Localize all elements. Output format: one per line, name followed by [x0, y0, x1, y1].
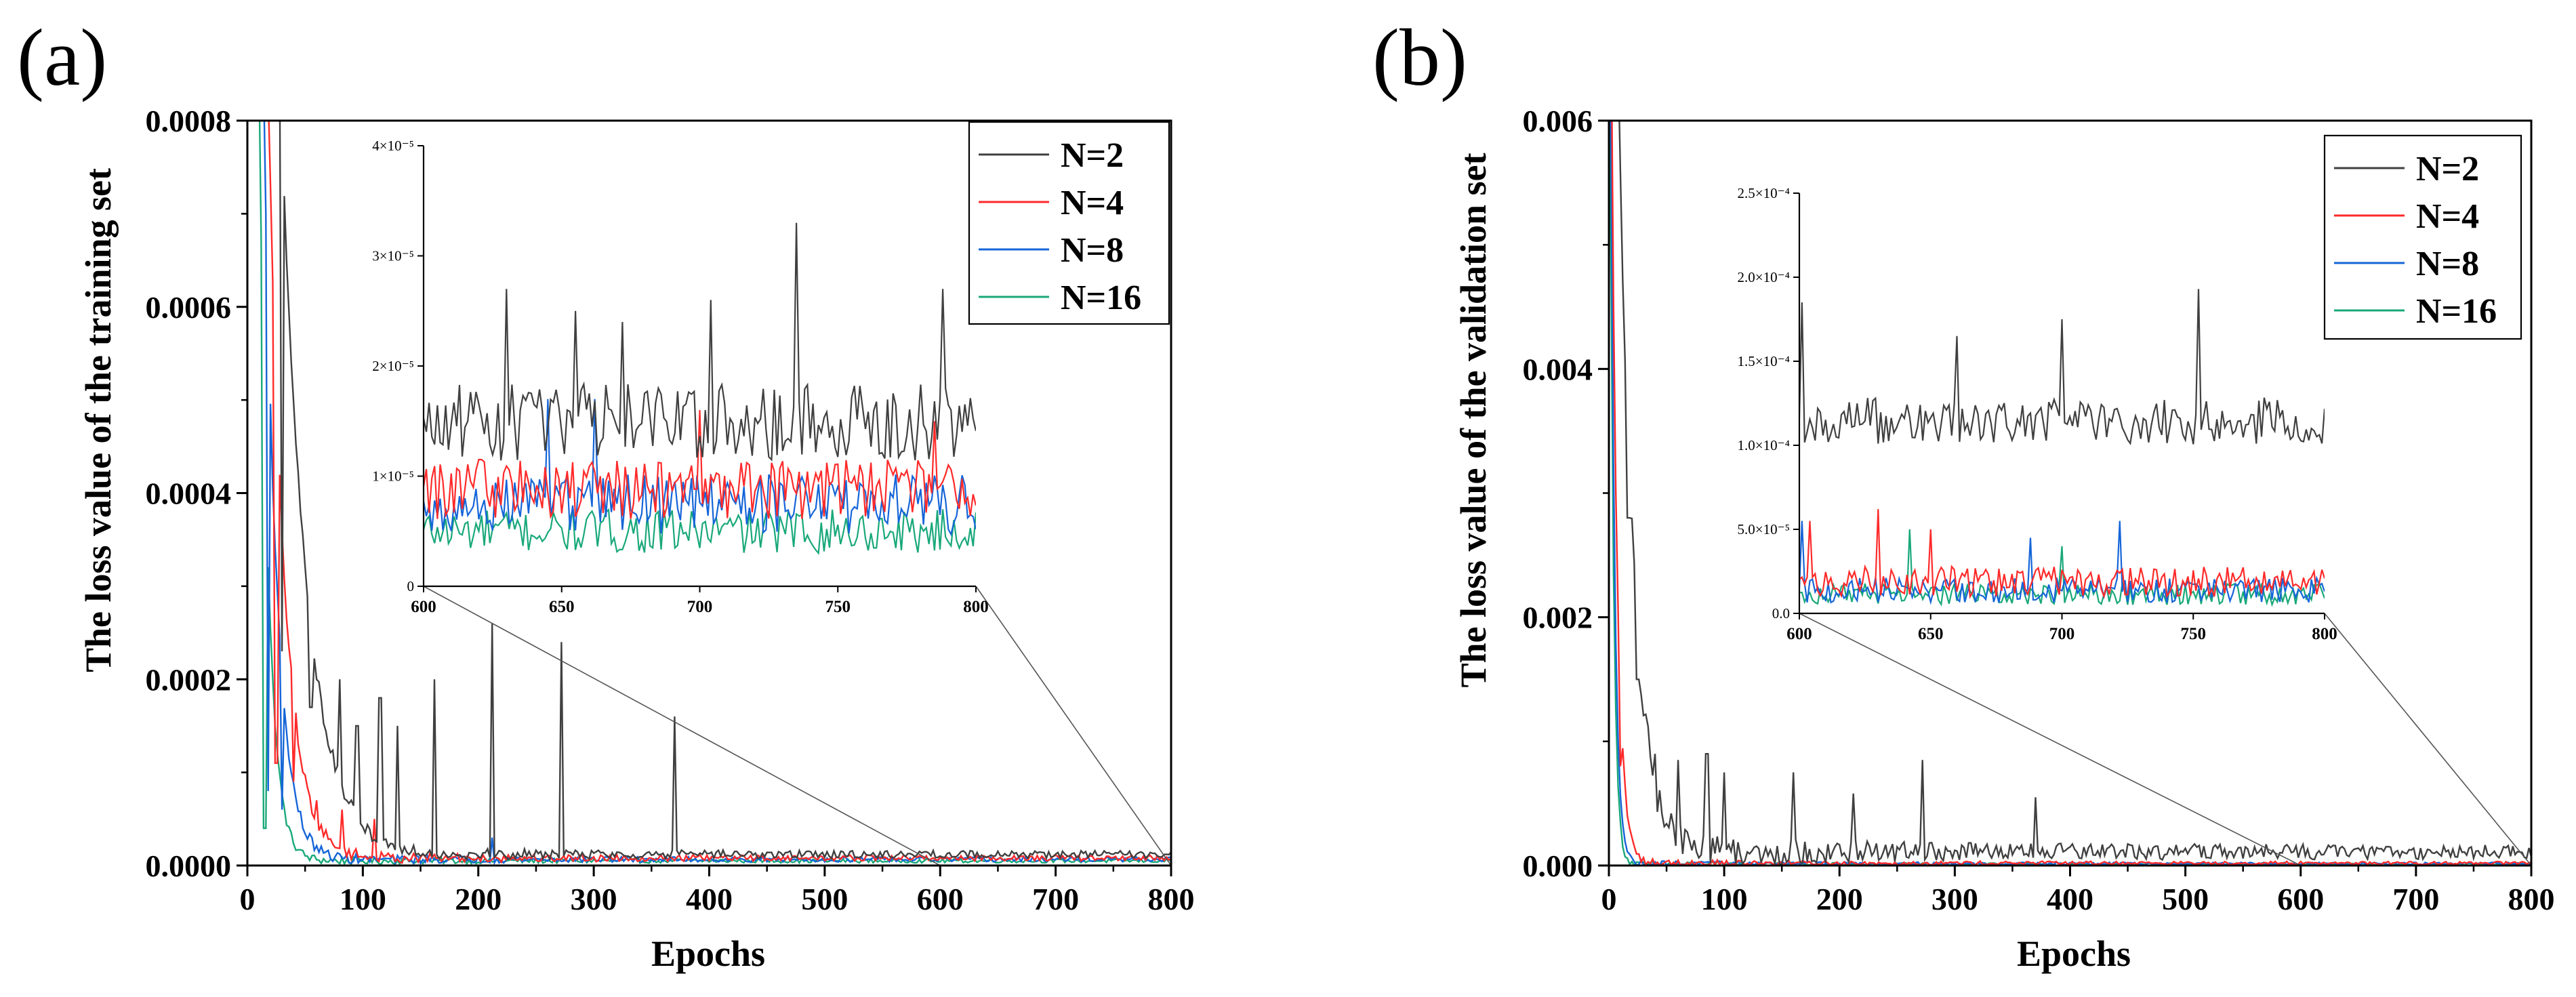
y-tick-label: 0.0004	[146, 476, 232, 511]
inset-series-line-N4	[424, 409, 976, 520]
panel-a: (a) The loss value of the training set E…	[17, 12, 1195, 974]
series-line-N4	[1611, 121, 2531, 866]
legend-label-N8: N=8	[2416, 245, 2479, 283]
legend-label-N4: N=4	[2416, 197, 2479, 236]
x-tick-label: 200	[1816, 882, 1863, 916]
inset-background	[1799, 188, 2331, 613]
x-tick-label: 0	[1601, 882, 1617, 916]
inset-x-tick-label: 600	[1786, 625, 1812, 643]
inset-y-tick-label: 2.5×10⁻⁴	[1738, 185, 1791, 201]
x-tick-label: 700	[1032, 882, 1079, 916]
legend-label-N8: N=8	[1061, 231, 1124, 270]
legend-label-N16: N=16	[1061, 279, 1141, 317]
x-tick-label: 400	[686, 882, 733, 916]
inset-x-tick-label: 650	[1918, 625, 1944, 643]
y-tick-label: 0.002	[1523, 601, 1593, 635]
x-tick-label: 600	[917, 882, 964, 916]
y-tick-label: 0.0000	[146, 849, 232, 883]
panel-b-xlabel: Epochs	[2017, 933, 2131, 974]
inset-y-tick-label: 5.0×10⁻⁵	[1738, 521, 1791, 537]
inset-series-line-N16	[424, 508, 976, 555]
y-tick-label: 0.0006	[146, 290, 232, 325]
inset-x-tick-label: 800	[2312, 625, 2337, 643]
inset-series-line-N2	[1799, 289, 2325, 446]
x-tick-label: 100	[1701, 882, 1748, 916]
legend-label-N2: N=2	[2416, 150, 2479, 188]
inset-x-tick-label: 650	[549, 598, 575, 616]
panel-a-ylabel: The loss value of the training set	[78, 168, 119, 672]
inset-series-line-N4	[1799, 509, 2325, 599]
zoom-connector-right	[975, 586, 1172, 866]
series-line-N4	[268, 121, 1171, 864]
inset-x-tick-label: 700	[687, 598, 713, 616]
x-tick-label: 800	[2508, 882, 2555, 916]
x-tick-label: 0	[240, 882, 255, 916]
inset-background	[424, 140, 983, 586]
inset-series-line-N8	[1799, 521, 2325, 605]
panel-a-label: (a)	[17, 12, 107, 102]
inset-y-tick-label: 0	[407, 578, 415, 594]
panel-a-xlabel: Epochs	[651, 933, 765, 974]
inset-x-tick-label: 750	[2181, 625, 2207, 643]
inset-y-tick-label: 1.5×10⁻⁴	[1738, 353, 1791, 369]
panel-b-plot-area: 0 100 200 300 400 500 600 700 800 0.000 0.002 0.004…	[1523, 104, 2555, 916]
legend-box	[2323, 134, 2522, 340]
x-tick-label: 300	[1931, 882, 1978, 916]
x-tick-label: 700	[2392, 882, 2439, 916]
inset-y-tick-label: 1.0×10⁻⁴	[1738, 437, 1791, 453]
series-line-N16	[258, 121, 1171, 866]
x-tick-label: 300	[571, 882, 617, 916]
legend-label-N2: N=2	[1061, 136, 1124, 175]
inset-series-line-N8	[424, 399, 976, 537]
x-tick-label: 200	[455, 882, 502, 916]
panel-b-ylabel: The loss value of the validation set	[1453, 152, 1494, 687]
legend-box	[968, 121, 1170, 325]
series-line-N2	[1618, 121, 2531, 866]
x-tick-label: 100	[340, 882, 386, 916]
inset-y-tick-label: 2×10⁻⁵	[372, 358, 414, 374]
x-tick-label: 800	[1148, 882, 1195, 916]
panel-b-label: (b)	[1372, 12, 1467, 102]
y-tick-label: 0.0008	[146, 104, 232, 138]
legend-label-N16: N=16	[2416, 292, 2497, 331]
zoom-connector-left	[1799, 613, 2302, 866]
inset-y-tick-label: 4×10⁻⁵	[372, 138, 414, 154]
zoom-connector-right	[2324, 613, 2532, 866]
inset-series-line-N16	[1799, 529, 2325, 607]
inset-y-tick-label: 2.0×10⁻⁴	[1738, 269, 1791, 285]
inset-x-tick-label: 700	[2049, 625, 2075, 643]
zoom-connector-left	[423, 586, 941, 866]
inset-y-tick-label: 3×10⁻⁵	[372, 248, 414, 264]
series-line-N2	[279, 121, 1171, 862]
x-tick-label: 600	[2277, 882, 2324, 916]
x-tick-label: 400	[2047, 882, 2093, 916]
y-tick-label: 0.000	[1523, 849, 1593, 883]
inset-series-line-N2	[424, 222, 976, 462]
legend-label-N4: N=4	[1061, 184, 1124, 222]
y-tick-label: 0.0002	[146, 662, 232, 697]
y-tick-label: 0.006	[1523, 104, 1593, 138]
x-tick-label: 500	[801, 882, 848, 916]
panel-b: (b) The loss value of the validation set…	[1372, 12, 2555, 974]
inset-y-tick-label: 1×10⁻⁵	[372, 468, 414, 485]
inset-y-tick-label: 0.0	[1772, 605, 1790, 622]
x-tick-label: 500	[2162, 882, 2209, 916]
panel-a-plot-area: 0 100 200 300 400 500 600 700 800 0.0000 0.0002 0.0…	[146, 104, 1195, 916]
y-tick-label: 0.004	[1523, 352, 1593, 386]
inset-x-tick-label: 600	[411, 598, 436, 616]
inset-x-tick-label: 800	[963, 598, 989, 616]
inset-x-tick-label: 750	[825, 598, 851, 616]
